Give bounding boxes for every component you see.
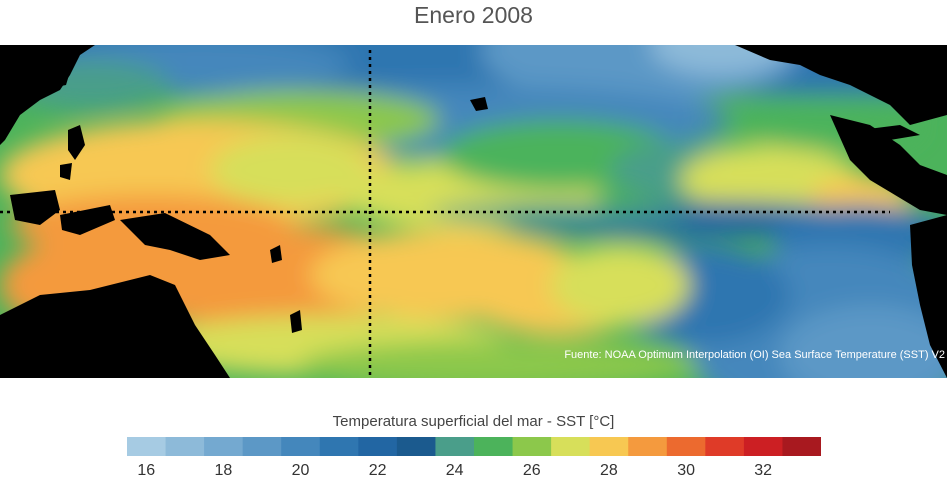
colorbar-tick-label: 32 [754, 462, 773, 479]
colorbar-tick-label: 30 [677, 462, 695, 479]
colorbar-label: Temperatura superficial del mar - SST [°… [332, 413, 615, 430]
colorbar-tick-label: 22 [368, 462, 387, 479]
reference-lines [0, 50, 890, 378]
colorbar-swatch [165, 437, 205, 456]
colorbar-swatch [743, 437, 783, 456]
colorbar-swatch [281, 437, 321, 456]
colorbar-swatch [628, 437, 668, 456]
colorbar-tick-label: 26 [522, 462, 541, 479]
colorbar-swatch [435, 437, 475, 456]
map-title: Enero 2008 [414, 2, 533, 28]
source-credit: Fuente: NOAA Optimum Interpolation (OI) … [564, 349, 945, 361]
sst-map [0, 45, 947, 378]
colorbar-swatch [242, 437, 282, 456]
colorbar-swatch [666, 437, 706, 456]
colorbar-tick-label: 20 [291, 462, 310, 479]
colorbar-swatch [551, 437, 591, 456]
colorbar [127, 437, 821, 456]
colorbar-tick-label: 18 [214, 462, 233, 479]
colorbar-tick-label: 24 [445, 462, 464, 479]
colorbar-swatch [589, 437, 629, 456]
land-masses [0, 45, 947, 378]
colorbar-swatch [396, 437, 436, 456]
colorbar-swatch [705, 437, 745, 456]
colorbar-swatch [319, 437, 359, 456]
colorbar-swatch [204, 437, 244, 456]
colorbar-swatch [358, 437, 398, 456]
colorbar-swatch [474, 437, 514, 456]
colorbar-swatch [127, 437, 167, 456]
colorbar-swatch [512, 437, 552, 456]
colorbar-tick-label: 16 [137, 462, 156, 479]
colorbar-swatch [782, 437, 821, 456]
colorbar-tick-label: 28 [599, 462, 618, 479]
